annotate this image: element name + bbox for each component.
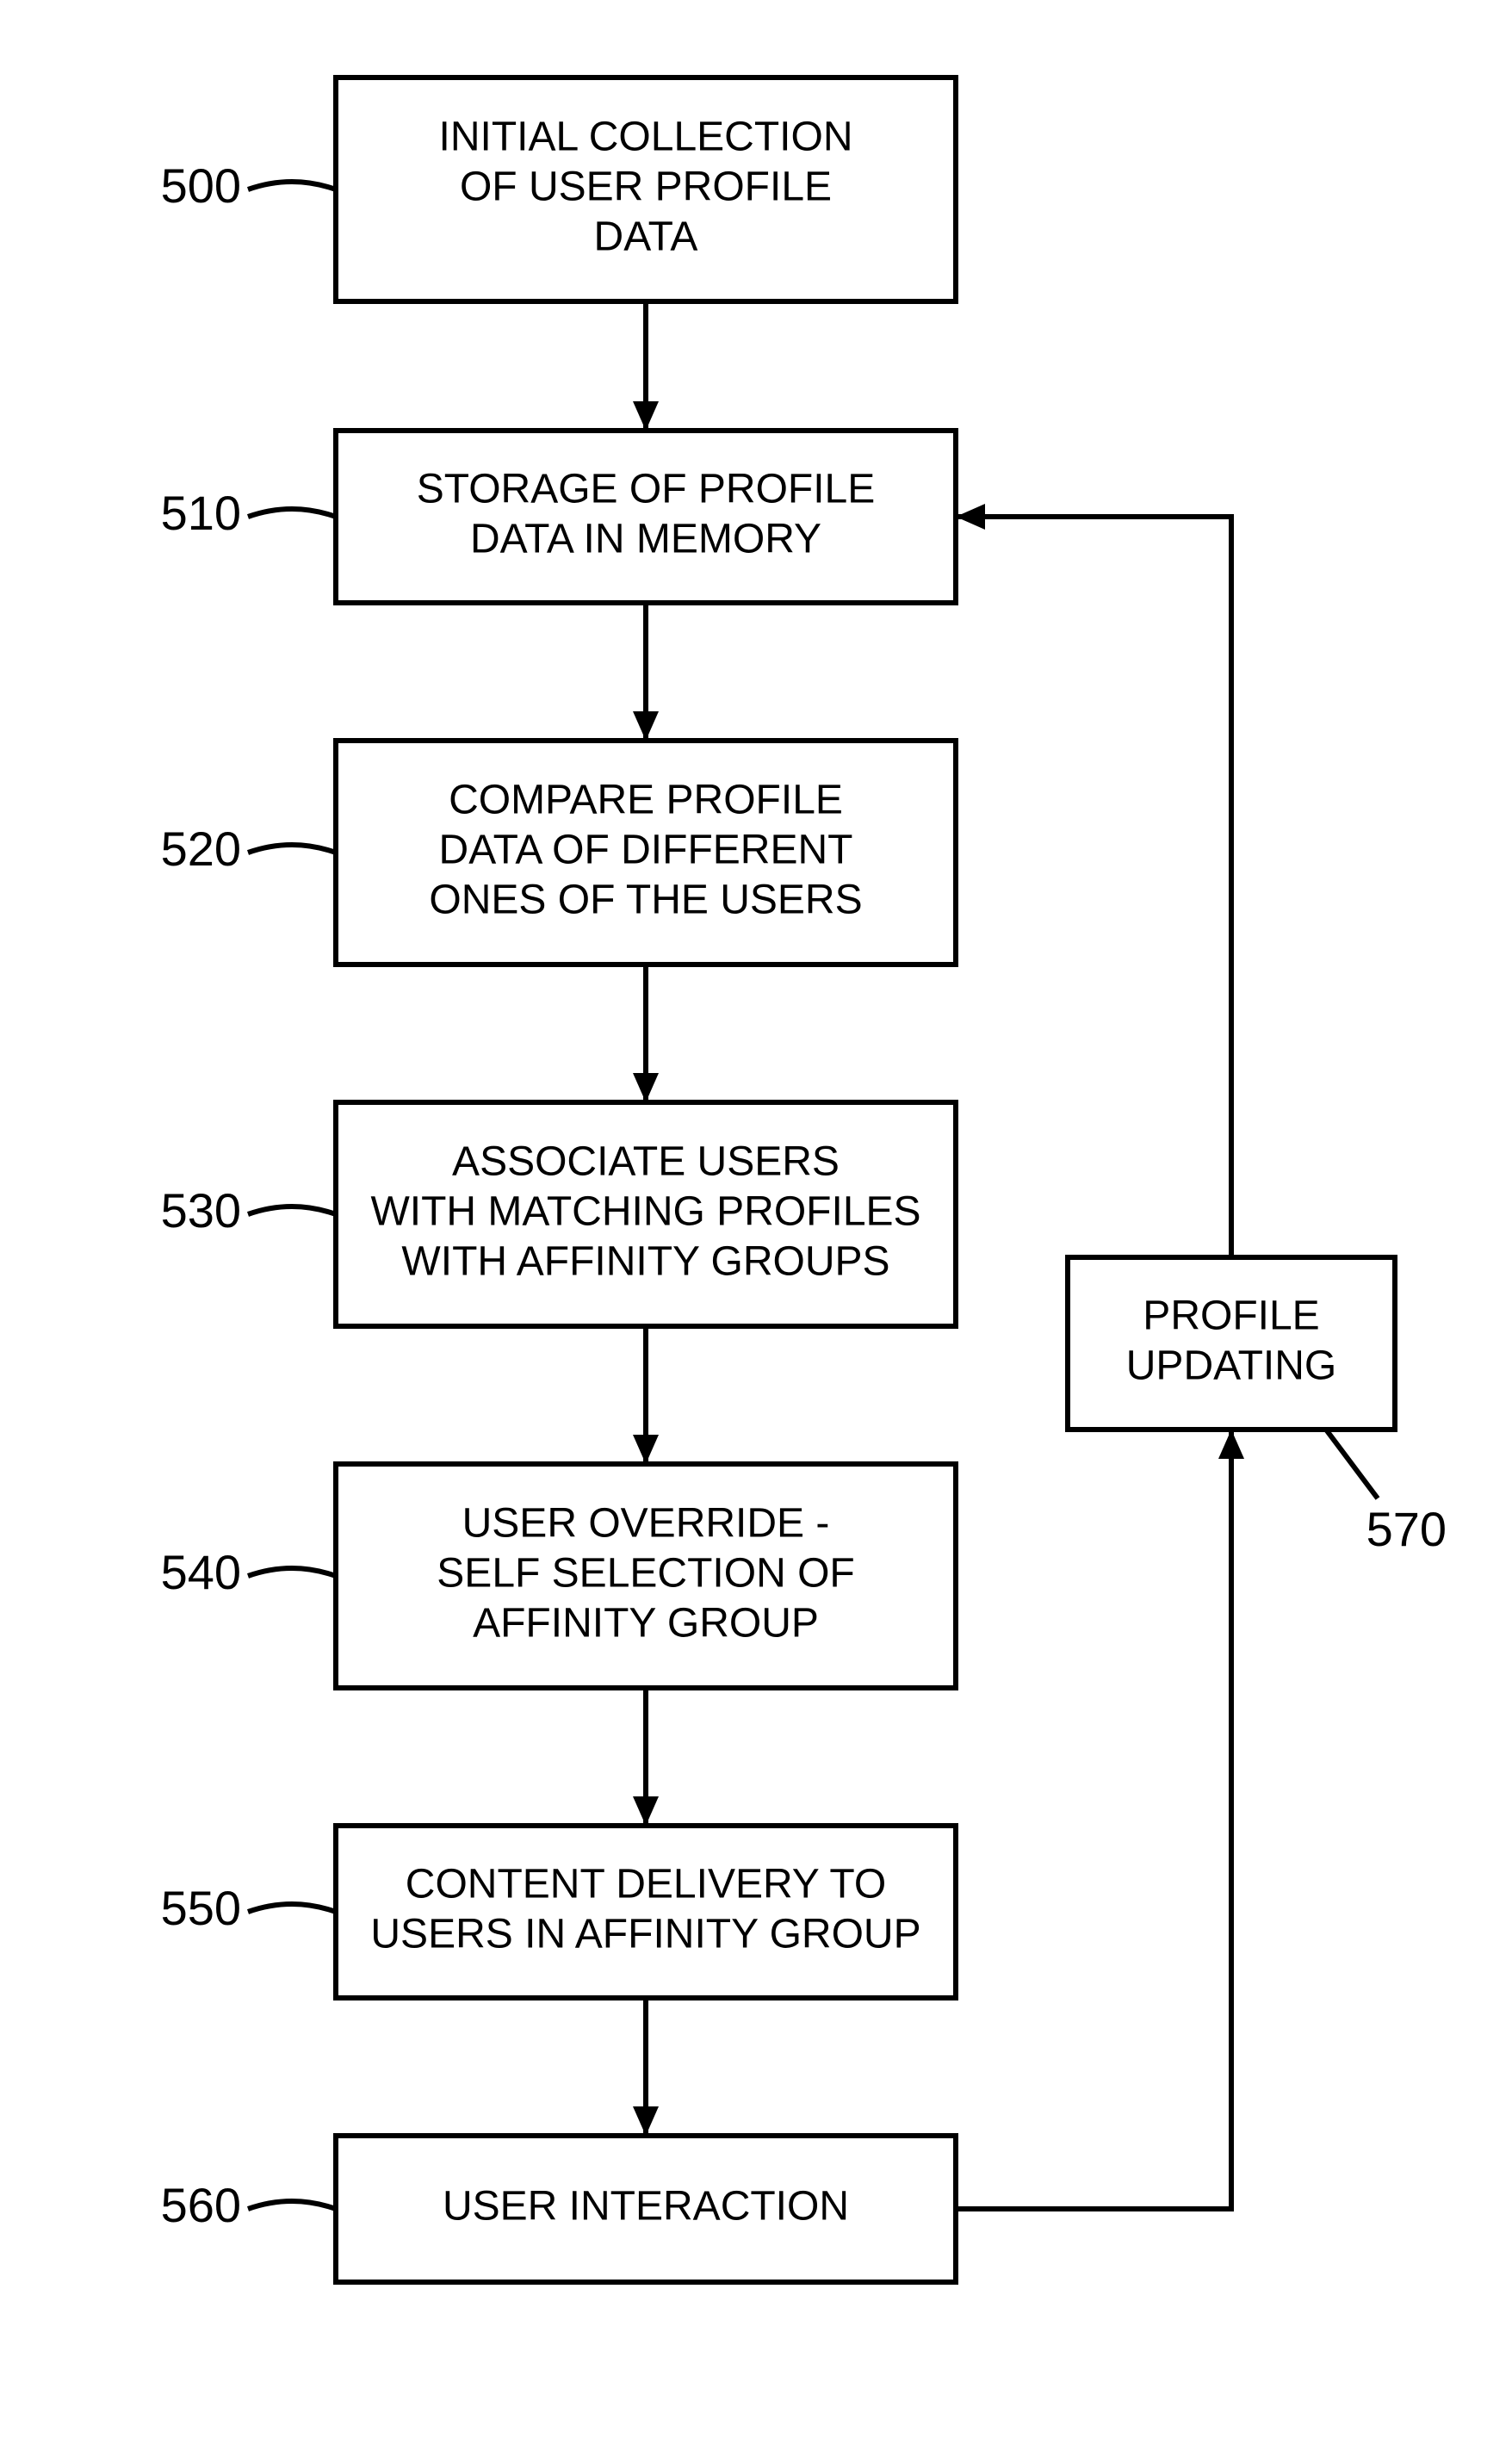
arrowhead xyxy=(956,504,985,530)
ref-label: 570 xyxy=(1366,1502,1447,1556)
flow-node-label: UPDATING xyxy=(1126,1343,1336,1389)
flow-node-label: USER INTERACTION xyxy=(443,2184,849,2230)
flow-node-label: COMPARE PROFILE xyxy=(449,778,843,823)
flow-node-label: DATA xyxy=(594,214,698,260)
ref-tick xyxy=(248,1904,336,1912)
flow-node-label: SELF SELECTION OF xyxy=(437,1551,854,1597)
flow-node-label: STORAGE OF PROFILE xyxy=(417,467,876,512)
flow-node-label: AFFINITY GROUP xyxy=(473,1601,819,1647)
ref-label: 540 xyxy=(161,1545,241,1599)
ref-label: 550 xyxy=(161,1881,241,1935)
ref-tick xyxy=(248,182,336,189)
ref-tick xyxy=(248,2201,336,2209)
arrowhead xyxy=(633,1073,659,1102)
ref-tick xyxy=(248,509,336,517)
ref-tick xyxy=(248,845,336,853)
flow-node-label: DATA OF DIFFERENT xyxy=(439,828,853,873)
flow-edge xyxy=(956,1430,1231,2209)
flow-node-label: ONES OF THE USERS xyxy=(429,878,862,923)
ref-tick xyxy=(248,1206,336,1214)
flow-node-label: USERS IN AFFINITY GROUP xyxy=(370,1912,920,1957)
ref-label: 500 xyxy=(161,158,241,213)
arrowhead xyxy=(633,2106,659,2136)
flowchart-diagram: INITIAL COLLECTIONOF USER PROFILEDATA 500… xyxy=(0,0,1512,2444)
flow-node-label: INITIAL COLLECTION xyxy=(439,115,853,160)
ref-label: 520 xyxy=(161,822,241,876)
flow-node-label: WITH AFFINITY GROUPS xyxy=(401,1239,889,1285)
ref-tick xyxy=(248,1568,336,1576)
flow-node-label: PROFILE xyxy=(1143,1293,1319,1339)
arrowhead xyxy=(1218,1430,1244,1459)
arrowhead xyxy=(633,711,659,741)
ref-label: 560 xyxy=(161,2178,241,2232)
ref-label: 510 xyxy=(161,486,241,540)
ref-label: 530 xyxy=(161,1183,241,1238)
ref-tick xyxy=(1326,1430,1378,1498)
arrowhead xyxy=(633,401,659,431)
flow-node-label: CONTENT DELIVERY TO xyxy=(406,1862,886,1907)
arrowhead xyxy=(633,1796,659,1826)
flow-node-label: WITH MATCHING PROFILES xyxy=(370,1189,920,1235)
arrowhead xyxy=(633,1435,659,1464)
flow-node-label: OF USER PROFILE xyxy=(460,164,832,210)
flow-node-label: USER OVERRIDE - xyxy=(462,1501,830,1547)
flow-node-label: DATA IN MEMORY xyxy=(470,517,821,562)
flow-edge xyxy=(956,517,1231,1257)
flow-node-label: ASSOCIATE USERS xyxy=(452,1139,840,1185)
